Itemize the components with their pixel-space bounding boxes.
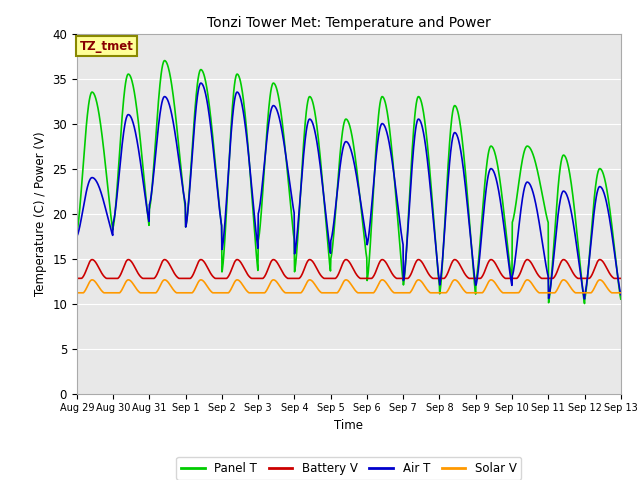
Air T	[553, 226, 561, 231]
Battery V	[505, 276, 513, 281]
Air T	[194, 91, 202, 96]
Battery V	[233, 257, 241, 263]
Panel T	[195, 76, 202, 82]
Solar V	[553, 288, 561, 294]
Line: Air T: Air T	[77, 83, 621, 299]
Air T	[580, 296, 588, 302]
Title: Tonzi Tower Met: Temperature and Power: Tonzi Tower Met: Temperature and Power	[207, 16, 491, 30]
Air T	[197, 80, 205, 86]
Battery V	[434, 276, 442, 281]
Air T	[73, 233, 81, 239]
Battery V	[553, 270, 561, 276]
Solar V	[255, 290, 263, 296]
Text: TZ_tmet: TZ_tmet	[79, 40, 133, 53]
Air T	[434, 262, 442, 267]
Panel T	[553, 204, 561, 209]
Air T	[255, 208, 263, 214]
Line: Solar V: Solar V	[77, 280, 621, 293]
Solar V	[505, 290, 513, 296]
Panel T	[255, 233, 263, 239]
Panel T	[617, 296, 625, 302]
Panel T	[580, 300, 588, 306]
Battery V	[194, 260, 202, 266]
Battery V	[180, 276, 188, 281]
X-axis label: Time: Time	[334, 419, 364, 432]
Battery V	[255, 276, 263, 281]
Y-axis label: Temperature (C) / Power (V): Temperature (C) / Power (V)	[34, 132, 47, 296]
Solar V	[233, 277, 241, 283]
Battery V	[73, 276, 81, 281]
Line: Panel T: Panel T	[77, 60, 621, 303]
Air T	[617, 292, 625, 298]
Solar V	[194, 280, 202, 286]
Panel T	[161, 58, 168, 63]
Air T	[505, 260, 513, 265]
Battery V	[617, 276, 625, 281]
Panel T	[505, 252, 513, 258]
Solar V	[617, 290, 625, 296]
Legend: Panel T, Battery V, Air T, Solar V: Panel T, Battery V, Air T, Solar V	[176, 457, 522, 480]
Solar V	[434, 290, 442, 296]
Panel T	[434, 264, 442, 269]
Solar V	[180, 290, 188, 296]
Solar V	[73, 290, 81, 296]
Panel T	[181, 202, 189, 208]
Air T	[180, 197, 188, 203]
Line: Battery V: Battery V	[77, 260, 621, 278]
Panel T	[73, 228, 81, 234]
